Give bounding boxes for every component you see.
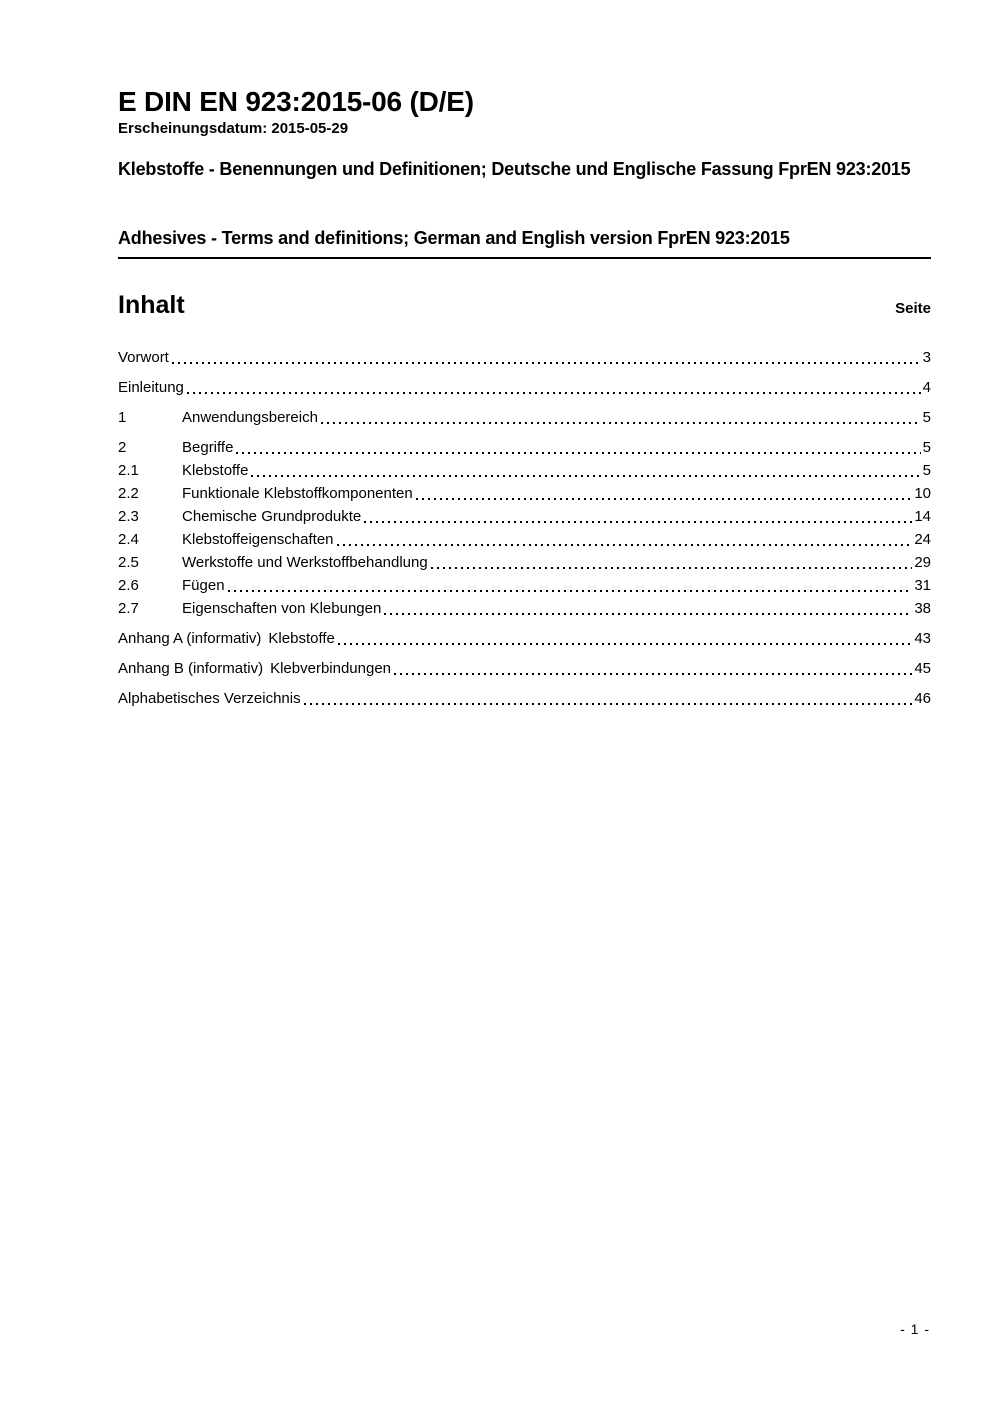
toc-row-label: Begriffe — [182, 439, 234, 456]
toc-row-label: Vorwort — [118, 349, 169, 366]
toc-row: Vorwort 3 — [118, 345, 931, 368]
toc-list: Vorwort 3 Einleitung 4 1 Anwendungsberei… — [118, 345, 931, 709]
toc-row-page: 14 — [914, 508, 931, 525]
toc-row-label: Anhang B (informativ) — [118, 660, 264, 677]
toc-row-sublabel: Klebverbindungen — [270, 660, 392, 677]
toc-row-label: Anwendungsbereich — [182, 409, 318, 426]
toc-row: 2.5 Werkstoffe und Werkstoffbehandlung 2… — [118, 550, 931, 573]
toc-row-label: Funktionale Klebstoffkomponenten — [182, 485, 413, 502]
toc-dot-leader — [394, 673, 913, 675]
toc-header: Inhalt Seite — [118, 291, 931, 320]
toc-dot-leader — [336, 544, 913, 546]
toc-row-page: 5 — [922, 462, 931, 479]
toc-row-number: 2.3 — [118, 508, 139, 525]
toc-dot-leader — [227, 590, 913, 592]
toc-row: 2.4 Klebstoffeigenschaften 24 — [118, 527, 931, 550]
toc-row-number: 2.5 — [118, 554, 139, 571]
toc-dot-leader — [384, 613, 913, 615]
toc-heading: Inhalt — [118, 291, 185, 319]
toc-row: 2 Begriffe 5 — [118, 435, 931, 458]
toc-row: 2.1 Klebstoffe 5 — [118, 458, 931, 481]
toc-row-number: 2.6 — [118, 577, 139, 594]
toc-row-label: Fügen — [182, 577, 225, 594]
toc-row: 2.3 Chemische Grundprodukte 14 — [118, 504, 931, 527]
toc-row-number: 2.7 — [118, 600, 139, 617]
toc-row-page: 10 — [914, 485, 931, 502]
toc-page-column-label: Seite — [895, 300, 931, 317]
toc-row-number: 2.4 — [118, 531, 139, 548]
toc-row-label: Anhang A (informativ) — [118, 630, 262, 647]
toc-row-label: Eigenschaften von Klebungen — [182, 600, 382, 617]
toc-row-page: 38 — [914, 600, 931, 617]
toc-row-label: Klebstoffeigenschaften — [182, 531, 334, 548]
toc-row-label: Alphabetisches Verzeichnis — [118, 690, 301, 707]
toc-dot-leader — [415, 498, 913, 500]
toc-row-label: Einleitung — [118, 379, 184, 396]
toc-row-page: 4 — [922, 379, 931, 396]
toc-row-number: 2.2 — [118, 485, 139, 502]
toc-row-page: 45 — [914, 660, 931, 677]
release-date: Erscheinungsdatum: 2015-05-29 — [118, 120, 349, 137]
toc-row-label: Werkstoffe und Werkstoffbehandlung — [182, 554, 428, 571]
toc-row-sublabel: Klebstoffe — [268, 630, 335, 647]
title-english: Adhesives - Terms and definitions; Germa… — [118, 228, 931, 259]
toc-row: 2.6 Fügen 31 — [118, 573, 931, 596]
toc-row-page: 5 — [922, 409, 931, 426]
toc-row: 1 Anwendungsbereich 5 — [118, 405, 931, 428]
toc-row: 2.2 Funktionale Klebstoffkomponenten 10 — [118, 481, 931, 504]
toc-row: Anhang A (informativ) Klebstoffe 43 — [118, 626, 931, 649]
toc-row-number: 1 — [118, 409, 127, 426]
toc-row: Anhang B (informativ) Klebverbindungen 4… — [118, 656, 931, 679]
toc-row-page: 3 — [922, 349, 931, 366]
toc-dot-leader — [430, 567, 913, 569]
toc-row-number: 2 — [118, 439, 127, 456]
toc-row-label: Chemische Grundprodukte — [182, 508, 362, 525]
toc-row-page: 29 — [914, 554, 931, 571]
toc-row-page: 5 — [922, 439, 931, 456]
footer-page-number: - 1 - — [900, 1321, 930, 1337]
toc-row: Alphabetisches Verzeichnis 46 — [118, 686, 931, 709]
toc-row-page: 43 — [914, 630, 931, 647]
toc-dot-leader — [303, 703, 913, 705]
toc-row-page: 24 — [914, 531, 931, 548]
toc-dot-leader — [186, 392, 921, 394]
document-code-title: E DIN EN 923:2015-06 (D/E) — [118, 86, 474, 117]
toc-dot-leader — [320, 422, 921, 424]
toc-dot-leader — [337, 643, 913, 645]
toc-row: 2.7 Eigenschaften von Klebungen 38 — [118, 596, 931, 619]
toc-dot-leader — [364, 521, 913, 523]
toc-row: Einleitung 4 — [118, 375, 931, 398]
toc-row-page: 31 — [914, 577, 931, 594]
toc-dot-leader — [236, 452, 921, 454]
toc-dot-leader — [171, 362, 921, 364]
toc-row-label: Klebstoffe — [182, 462, 249, 479]
toc-dot-leader — [251, 475, 921, 477]
title-german: Klebstoffe - Benennungen und Definitione… — [118, 159, 911, 179]
toc-row-number: 2.1 — [118, 462, 139, 479]
toc-row-page: 46 — [914, 690, 931, 707]
